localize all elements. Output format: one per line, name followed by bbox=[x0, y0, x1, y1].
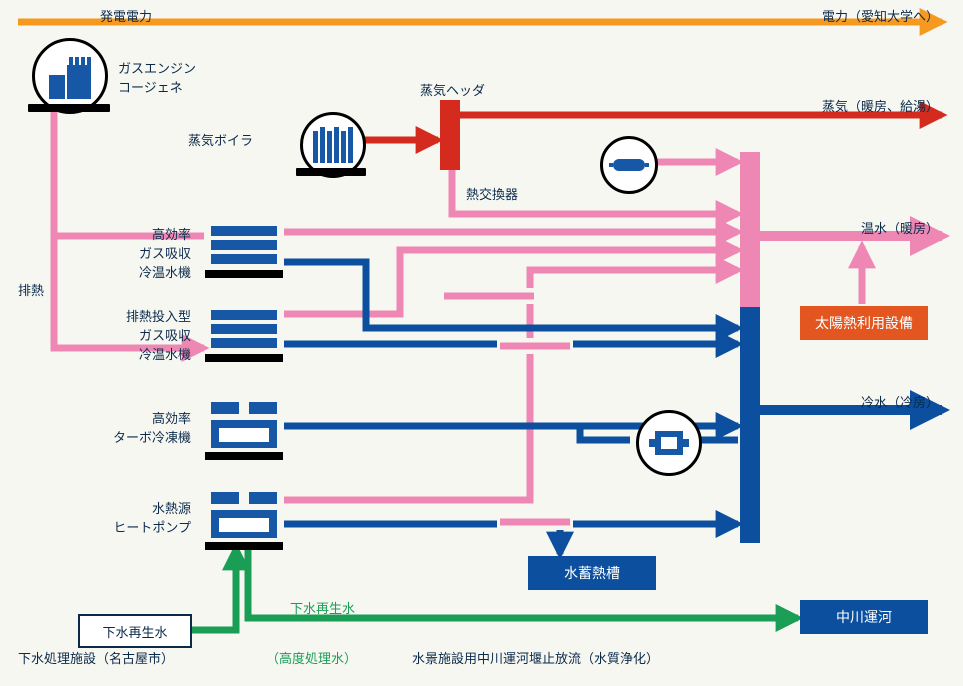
label-chiller4: 水熱源 ヒートポンプ bbox=[113, 498, 191, 536]
pump-icon bbox=[636, 410, 702, 476]
label-reclaimed-green: 下水再生水 bbox=[290, 598, 355, 617]
label-gen-power: 発電電力 bbox=[100, 6, 152, 25]
label-cold-out: 冷水（冷房） bbox=[861, 392, 939, 411]
edge-ch2_hot_out bbox=[284, 250, 738, 314]
bridge-gap-2 bbox=[497, 514, 573, 530]
label-boiler: 蒸気ボイラ bbox=[188, 130, 253, 149]
label-steam-out: 蒸気（暖房、給湯） bbox=[822, 96, 939, 115]
label-exhaust-heat: 排熱 bbox=[18, 280, 44, 299]
label-heat-exchanger: 熱交換器 bbox=[466, 184, 518, 203]
hx-icon bbox=[600, 136, 658, 194]
chiller1-icon bbox=[205, 222, 283, 272]
boiler-base bbox=[296, 168, 366, 176]
canal-label: 中川運河 bbox=[836, 607, 892, 627]
thermal-tank-label: 水蓄熱槽 bbox=[564, 563, 620, 583]
label-cogen: ガスエンジン コージェネ bbox=[118, 58, 196, 96]
label-canal-discharge: 水景施設用中川運河堰止放流（水質浄化） bbox=[412, 648, 659, 667]
chiller2-icon bbox=[205, 306, 283, 356]
cogen-base bbox=[28, 104, 110, 112]
reclaimed-box: 下水再生水 bbox=[78, 614, 192, 648]
manifold_hot bbox=[740, 152, 760, 307]
label-chiller3: 高効率 ターボ冷凍機 bbox=[113, 408, 191, 446]
label-chiller1: 高効率 ガス吸収 冷温水機 bbox=[139, 224, 191, 281]
label-power-out: 電力（愛知大学へ） bbox=[822, 6, 939, 25]
bridge-gap-1 bbox=[497, 338, 573, 354]
canal-box: 中川運河 bbox=[800, 600, 928, 634]
steam_hdr bbox=[440, 100, 460, 170]
edge-sewage_in bbox=[188, 548, 236, 630]
edge-ch1_cold bbox=[284, 262, 738, 328]
solar-box: 太陽熱利用設備 bbox=[800, 306, 928, 340]
label-facility: 下水処理施設（名古屋市） bbox=[18, 648, 174, 667]
solar-label: 太陽熱利用設備 bbox=[815, 313, 913, 333]
label-steam-header: 蒸気ヘッダ bbox=[420, 80, 485, 99]
label-hot-out: 温水（暖房） bbox=[861, 218, 939, 237]
edge-pump_branch bbox=[580, 426, 630, 440]
cogen-icon bbox=[32, 38, 108, 114]
chiller4-icon bbox=[205, 488, 283, 544]
manifold_cold bbox=[740, 307, 760, 543]
chiller3-icon bbox=[205, 398, 283, 454]
thermal-tank-box: 水蓄熱槽 bbox=[528, 556, 656, 590]
energy-flow-diagram: 発電電力 電力（愛知大学へ） 蒸気（暖房、給湯） 温水（暖房） 冷水（冷房） ガ… bbox=[0, 0, 963, 686]
label-chiller2: 排熱投入型 ガス吸収 冷温水機 bbox=[126, 306, 191, 363]
label-treated: （高度処理水） bbox=[266, 648, 357, 667]
reclaimed-label: 下水再生水 bbox=[102, 622, 167, 641]
bridge-gap-0 bbox=[441, 288, 537, 304]
